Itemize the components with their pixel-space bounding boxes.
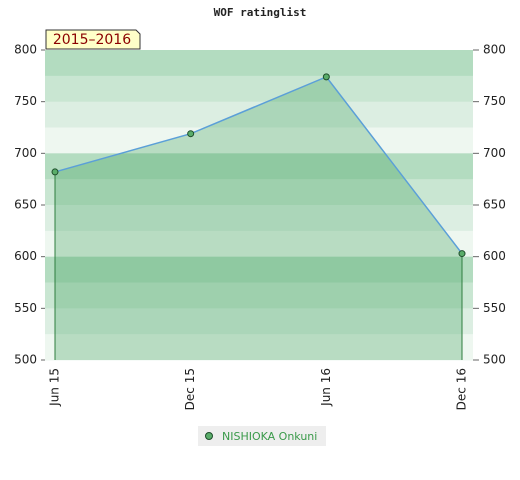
y-tick-label: 700 [14, 146, 37, 160]
line [54, 75, 463, 255]
y2-tick-label: 600 [483, 249, 506, 263]
stripe [45, 127, 473, 154]
x-tick-label: Jun 16 [319, 368, 333, 407]
plot [51, 73, 466, 360]
x-tick-label: Dec 16 [455, 368, 469, 410]
stripe [45, 282, 473, 309]
point [458, 250, 466, 258]
point [187, 130, 195, 138]
point [322, 73, 330, 81]
legend-marker [205, 432, 213, 440]
y-tick-label: 600 [14, 249, 37, 263]
y-tick-label: 750 [14, 94, 37, 108]
x-tick-label: Jun 15 [48, 368, 62, 407]
subtitle-box [45, 29, 141, 50]
stripe [45, 230, 473, 258]
stripe [45, 334, 473, 361]
y2-tick-label: 550 [483, 301, 506, 315]
y2-tick-label: 700 [483, 146, 506, 160]
stripe [45, 308, 473, 335]
y-tick-label: 550 [14, 301, 37, 315]
x-tick-label: Dec 15 [183, 368, 197, 410]
y2-tick-label: 650 [483, 198, 506, 212]
stripe [45, 75, 473, 103]
stripe [45, 205, 473, 232]
y2-tick-label: 800 [483, 43, 506, 57]
chart-title: WOF ratinglist [214, 6, 307, 19]
legend-label: NISHIOKA Onkuni [222, 430, 317, 443]
stripe [45, 179, 473, 206]
stripe [45, 256, 473, 283]
y2-tick-label: 500 [483, 353, 506, 367]
plot-background [45, 50, 473, 361]
area [55, 76, 462, 360]
y-tick-label: 500 [14, 353, 37, 367]
y-tick-label: 800 [14, 43, 37, 57]
y-tick-label: 650 [14, 198, 37, 212]
y2-tick-label: 750 [483, 94, 506, 108]
stripe [45, 101, 473, 128]
stripe [45, 50, 473, 77]
legend-box [198, 426, 326, 446]
subtitle: 2015–2016 [53, 32, 131, 48]
point [51, 168, 59, 176]
